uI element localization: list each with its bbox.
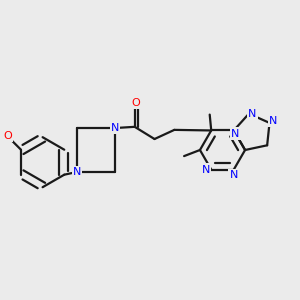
Text: O: O xyxy=(132,98,141,108)
Text: N: N xyxy=(248,109,257,119)
Text: O: O xyxy=(4,131,12,141)
Text: N: N xyxy=(202,164,210,175)
Text: N: N xyxy=(230,170,238,180)
Text: N: N xyxy=(73,167,81,177)
Text: N: N xyxy=(231,128,239,139)
Text: N: N xyxy=(269,116,278,126)
Text: N: N xyxy=(111,123,119,133)
